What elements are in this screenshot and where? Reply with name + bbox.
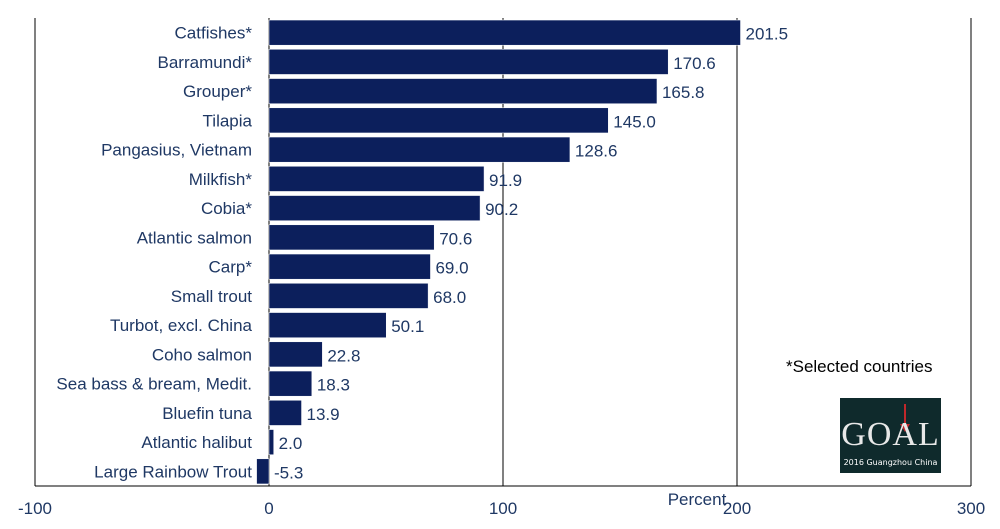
bar	[268, 312, 387, 338]
x-tick-label: 100	[489, 499, 517, 518]
value-label: 22.8	[327, 346, 360, 365]
category-label: Milkfish*	[189, 170, 253, 189]
value-label: 68.0	[433, 288, 466, 307]
bar	[268, 107, 609, 134]
bar	[268, 19, 741, 46]
x-tick-label: -100	[18, 499, 52, 518]
value-label: 128.6	[575, 142, 618, 161]
category-label: Barramundi*	[158, 53, 253, 72]
category-label: Turbot, excl. China	[110, 316, 253, 335]
footnote: *Selected countries	[786, 357, 933, 376]
bar	[268, 253, 431, 280]
category-label: Catfishes*	[175, 24, 253, 43]
category-label: Small trout	[171, 287, 253, 306]
bar	[268, 429, 274, 455]
value-label: 201.5	[746, 25, 789, 44]
value-label: 13.9	[307, 405, 340, 424]
value-label: 145.0	[613, 112, 656, 131]
bar	[256, 458, 270, 485]
value-label: 70.6	[439, 229, 472, 248]
category-label: Pangasius, Vietnam	[101, 141, 252, 160]
bar	[268, 49, 669, 75]
category-label: Cobia*	[201, 199, 252, 218]
category-label: Bluefin tuna	[162, 404, 252, 423]
category-label: Grouper*	[183, 82, 252, 101]
bar	[268, 195, 481, 221]
value-label: 165.8	[662, 83, 705, 102]
value-label: 18.3	[317, 376, 350, 395]
bar	[268, 78, 658, 104]
logo-arrow-icon	[904, 404, 906, 426]
bar	[268, 283, 429, 309]
x-tick-label: 200	[723, 499, 751, 518]
x-tick-label: 0	[264, 499, 273, 518]
value-label: 2.0	[279, 434, 303, 453]
category-label: Tilapia	[203, 111, 253, 130]
x-tick-label: 300	[957, 499, 985, 518]
x-axis-title: Percent	[668, 490, 727, 509]
goal-logo: GOAL 2016 Guangzhou China	[840, 398, 941, 473]
bar	[268, 400, 302, 426]
logo-wordmark: GOAL	[841, 416, 940, 453]
value-label: -5.3	[274, 463, 303, 482]
category-label: Atlantic halibut	[141, 433, 252, 452]
bar	[268, 166, 485, 192]
value-label: 170.6	[673, 54, 716, 73]
value-label: 90.2	[485, 200, 518, 219]
bar	[268, 224, 435, 251]
bar	[268, 136, 571, 163]
category-label: Coho salmon	[152, 345, 252, 364]
bar	[268, 341, 323, 368]
logo-subtitle: 2016 Guangzhou China	[843, 458, 938, 467]
value-label: 50.1	[391, 317, 424, 336]
value-label: 69.0	[435, 259, 468, 278]
category-label: Atlantic salmon	[137, 228, 252, 247]
logo-arrow-head-icon	[900, 424, 910, 432]
bar	[268, 370, 313, 397]
category-label: Sea bass & bream, Medit.	[56, 375, 252, 394]
category-label: Large Rainbow Trout	[94, 462, 252, 481]
category-label: Carp*	[209, 258, 253, 277]
value-label: 91.9	[489, 171, 522, 190]
